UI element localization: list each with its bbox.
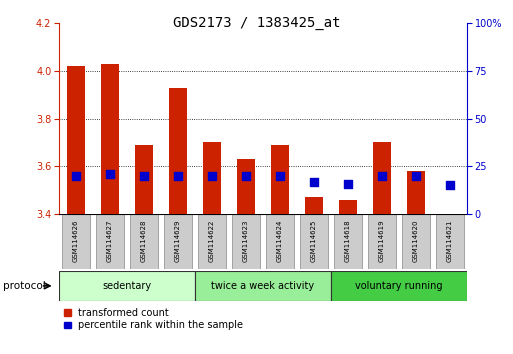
Bar (406, 171, 425, 214)
Bar (402, 214, 430, 269)
Text: GSM114621: GSM114621 (447, 219, 453, 262)
Bar (436, 214, 464, 269)
Text: GSM114619: GSM114619 (379, 219, 385, 262)
Bar (300, 214, 328, 269)
Text: GSM114629: GSM114629 (175, 219, 181, 262)
Text: twice a week activity: twice a week activity (211, 281, 314, 291)
Point (446, 183, 454, 188)
Text: GSM114627: GSM114627 (107, 219, 113, 262)
Bar (266, 214, 294, 269)
Point (72, 173, 80, 179)
Bar (331, 271, 467, 301)
Point (174, 173, 182, 179)
Point (208, 173, 216, 179)
Text: GSM114624: GSM114624 (277, 219, 283, 262)
Bar (101, 64, 120, 214)
Text: GSM114618: GSM114618 (345, 219, 351, 262)
Bar (59, 271, 195, 301)
Bar (96, 214, 124, 269)
Point (242, 173, 250, 179)
Bar (62, 214, 90, 269)
Point (412, 173, 420, 179)
Text: sedentary: sedentary (103, 281, 151, 291)
Bar (164, 214, 192, 269)
Point (140, 173, 148, 179)
Bar (339, 200, 357, 214)
Text: GSM114620: GSM114620 (413, 219, 419, 262)
Bar (232, 214, 260, 269)
Bar (195, 271, 331, 301)
Text: GSM114623: GSM114623 (243, 219, 249, 262)
Bar (334, 214, 362, 269)
Text: GDS2173 / 1383425_at: GDS2173 / 1383425_at (173, 16, 340, 30)
Bar (305, 198, 323, 214)
Bar (198, 214, 226, 269)
Point (378, 173, 386, 179)
Bar (236, 159, 255, 214)
Bar (270, 145, 289, 214)
Text: voluntary running: voluntary running (355, 281, 443, 291)
Legend: transformed count, percentile rank within the sample: transformed count, percentile rank withi… (64, 308, 244, 330)
Point (310, 179, 318, 184)
Text: protocol: protocol (3, 281, 45, 291)
Bar (368, 214, 396, 269)
Text: GSM114628: GSM114628 (141, 219, 147, 262)
Bar (203, 142, 221, 214)
Bar (169, 87, 187, 214)
Point (276, 173, 284, 179)
Text: GSM114622: GSM114622 (209, 219, 215, 262)
Bar (67, 66, 85, 214)
Bar (130, 214, 158, 269)
Bar (372, 142, 391, 214)
Bar (134, 145, 153, 214)
Text: GSM114626: GSM114626 (73, 219, 79, 262)
Point (106, 171, 114, 177)
Text: GSM114625: GSM114625 (311, 219, 317, 262)
Point (344, 181, 352, 187)
